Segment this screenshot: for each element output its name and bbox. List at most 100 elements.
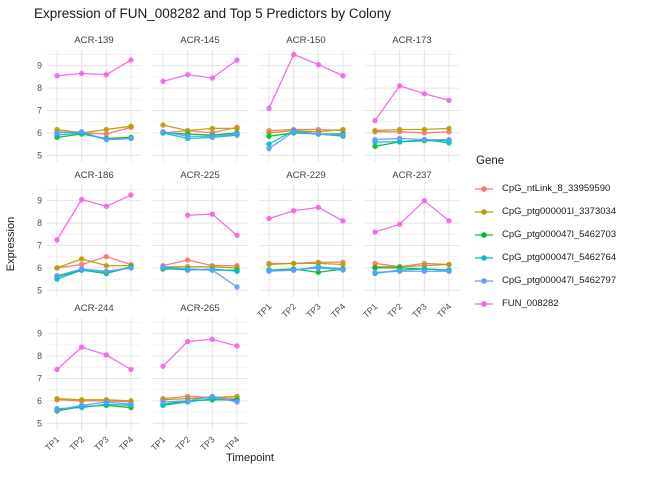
- line-CpG_ptg000001l_3373034: [268, 128, 344, 134]
- point-CpG_ntLink_8_33959590: [184, 257, 191, 263]
- point-FUN_008282: [54, 366, 60, 373]
- facet-strip-label: ACR-265: [180, 303, 219, 314]
- point-FUN_008282: [78, 196, 85, 203]
- line-CpG_ntLink_8_33959590: [374, 262, 450, 268]
- legend-key-icon: [475, 277, 493, 284]
- y-tick-label: 8: [37, 218, 42, 228]
- x-tick-label: TP3: [304, 301, 323, 320]
- point-FUN_008282: [396, 83, 403, 89]
- point-CpG_ntLink_8_33959590: [103, 131, 110, 137]
- point-FUN_008282: [128, 192, 134, 198]
- point-FUN_008282: [266, 105, 272, 111]
- point-FUN_008282: [128, 366, 134, 373]
- line-CpG_ptg000001l_3373034: [56, 125, 132, 134]
- legend-entry-label: CpG_ptg000047l_5462797: [502, 275, 617, 286]
- point-FUN_008282: [446, 218, 452, 224]
- point-CpG_ptg000001l_3373034: [209, 125, 216, 132]
- point-CpG_ptg000047l_5462797: [209, 133, 216, 139]
- point-CpG_ptg000001l_3373034: [446, 261, 452, 268]
- point-CpG_ptg000047l_5462764: [234, 268, 240, 274]
- point-FUN_008282: [209, 211, 216, 217]
- y-tick-label: 6: [37, 128, 42, 138]
- point-CpG_ptg000047l_5462797: [160, 264, 166, 270]
- point-CpG_ptg000001l_3373034: [103, 126, 110, 133]
- legend-entry-label: FUN_008282: [502, 298, 559, 309]
- legend-entry-4: CpG_ptg000047l_5462797: [474, 269, 670, 292]
- point-FUN_008282: [315, 204, 322, 211]
- point-FUN_008282: [184, 71, 191, 78]
- point-CpG_ptg000001l_3373034: [396, 126, 403, 133]
- legend-entry-2: CpG_ptg000047l_5462703: [474, 223, 670, 246]
- x-tick-label: TP2: [280, 301, 299, 320]
- point-CpG_ptg000047l_5462797: [234, 131, 240, 137]
- point-CpG_ptg000047l_5462797: [266, 268, 272, 274]
- facet-strip-label: ACR-186: [74, 170, 113, 181]
- point-FUN_008282: [290, 51, 297, 58]
- point-CpG_ptg000001l_3373034: [54, 395, 60, 402]
- y-tick-label: 7: [37, 373, 42, 383]
- line-CpG_ntLink_8_33959590: [162, 395, 238, 400]
- legend-items: CpG_ntLink_8_33959590 CpG_ptg000001l_3373…: [474, 177, 670, 315]
- line-FUN_008282: [162, 338, 238, 367]
- facet-ACR-265: ACR-265 TP1 TP2 TP3 TP4: [149, 303, 247, 450]
- legend-entry-5: FUN_008282: [474, 292, 670, 315]
- point-CpG_ntLink_8_33959590: [78, 261, 85, 268]
- line-CpG_ptg000047l_5462797: [56, 131, 132, 141]
- point-CpG_ptg000047l_5462797: [446, 268, 452, 274]
- point-CpG_ptg000001l_3373034: [340, 126, 346, 133]
- point-CpG_ptg000047l_5462797: [209, 393, 216, 400]
- legend-entry-0: CpG_ntLink_8_33959590: [474, 177, 670, 200]
- point-FUN_008282: [103, 203, 110, 209]
- x-tick-label: TP1: [149, 434, 168, 450]
- facet-strip-label: ACR-139: [74, 35, 113, 46]
- point-FUN_008282: [340, 73, 346, 79]
- point-CpG_ptg000047l_5462797: [340, 267, 346, 273]
- facet-ACR-229: ACR-229 TP1 TP2 TP3 TP4: [255, 170, 353, 320]
- point-FUN_008282: [340, 218, 346, 224]
- point-FUN_008282: [396, 221, 403, 227]
- facet-ACR-145: ACR-145: [153, 35, 247, 162]
- point-CpG_ptg000001l_3373034: [372, 127, 378, 134]
- line-CpG_ptg000047l_5462797: [56, 401, 132, 411]
- point-CpG_ptg000047l_5462797: [340, 132, 346, 138]
- point-CpG_ptg000001l_3373034: [128, 123, 134, 129]
- point-FUN_008282: [78, 70, 85, 77]
- line-CpG_ptg000047l_5462797: [268, 131, 344, 150]
- legend-key-icon: [475, 208, 493, 215]
- line-CpG_ptg000047l_5462797: [268, 267, 344, 272]
- point-FUN_008282: [421, 197, 428, 204]
- point-FUN_008282: [184, 212, 191, 218]
- point-CpG_ptg000001l_3373034: [54, 265, 60, 271]
- line-FUN_008282: [374, 85, 450, 121]
- point-CpG_ptg000047l_5462797: [78, 402, 85, 409]
- point-CpG_ptg000001l_3373034: [290, 260, 297, 267]
- facet-strip-label: ACR-237: [392, 170, 431, 181]
- x-tick-label: TP4: [435, 301, 454, 320]
- x-tick-label: TP4: [117, 434, 136, 450]
- point-CpG_ptg000047l_5462797: [234, 284, 240, 290]
- point-FUN_008282: [160, 78, 166, 85]
- point-FUN_008282: [209, 75, 216, 81]
- facet-strip-label: ACR-229: [286, 170, 325, 181]
- line-CpG_ptg000047l_5462797: [162, 395, 238, 403]
- y-tick-label: 6: [37, 396, 42, 406]
- point-CpG_ptg000047l_5462703: [372, 265, 378, 271]
- line-CpG_ptg000001l_3373034: [268, 262, 344, 266]
- legend-entry-1: CpG_ptg000001l_3373034: [474, 200, 670, 223]
- point-FUN_008282: [446, 97, 452, 104]
- facet-ACR-173: ACR-173: [365, 35, 459, 162]
- facet-ACR-150: ACR-150: [259, 35, 353, 162]
- facet-strip-label: ACR-150: [286, 35, 325, 46]
- point-CpG_ptg000047l_5462797: [184, 133, 191, 139]
- chart-title: Expression of FUN_008282 and Top 5 Predi…: [34, 6, 391, 21]
- line-CpG_ptg000001l_3373034: [162, 124, 237, 132]
- legend-key-icon: [475, 254, 493, 261]
- legend-entry-label: CpG_ptg000047l_5462703: [502, 229, 617, 240]
- x-tick-label: TP4: [329, 301, 348, 320]
- line-CpG_ptg000001l_3373034: [163, 266, 238, 269]
- y-tick-label: 5: [37, 150, 42, 160]
- facet-strip-label: ACR-173: [392, 35, 431, 46]
- point-CpG_ptg000047l_5462703: [372, 143, 378, 150]
- point-CpG_ptg000047l_5462797: [103, 268, 110, 274]
